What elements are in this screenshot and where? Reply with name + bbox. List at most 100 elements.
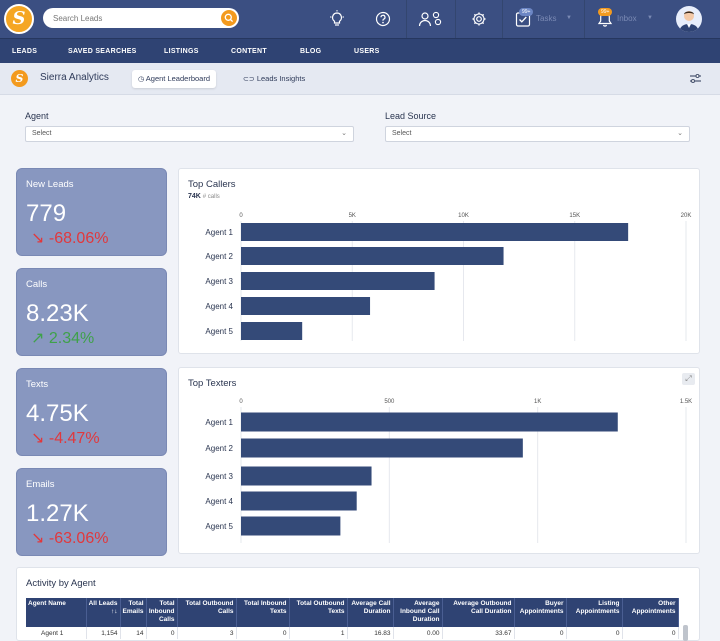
settings-button[interactable] — [455, 0, 501, 38]
clock-icon: ◷ — [138, 76, 145, 83]
bar[interactable] — [241, 223, 629, 241]
bar[interactable] — [241, 466, 372, 486]
x-tick-label: 1.5K — [680, 399, 692, 405]
expand-button[interactable]: ⤢ — [682, 373, 695, 385]
sierra-logo[interactable]: S — [4, 4, 34, 34]
tab-leads-insights[interactable]: ⊂⊃ Leads Insights — [237, 70, 311, 88]
page-title: Sierra Analytics — [40, 72, 109, 83]
bar[interactable] — [241, 516, 341, 536]
nav-leads[interactable]: LEADS — [12, 48, 38, 55]
column-header[interactable]: Buyer Appointments — [514, 598, 567, 627]
table-scrollbar[interactable] — [683, 625, 688, 641]
inbox-label: Inbox — [617, 14, 637, 23]
lead-source-filter-label: Lead Source — [385, 111, 437, 121]
bar[interactable] — [241, 297, 371, 315]
bar[interactable] — [241, 438, 523, 458]
column-header[interactable]: Average Outbound Call Duration — [442, 598, 515, 627]
nav-saved-searches[interactable]: SAVED SEARCHES — [68, 48, 137, 55]
column-header[interactable]: Average Call Duration — [347, 598, 394, 627]
sierra-analytics-logo: S — [11, 70, 28, 87]
table-cell: Agent 1 — [26, 627, 87, 639]
top-texters-panel: Top Texters ⤢ 0 500 1K 1.5K Agent 1 Agent 2 Ag… — [178, 367, 700, 554]
x-tick-label: 500 — [384, 399, 395, 405]
agent-select-value: Select — [32, 130, 52, 137]
nav-content[interactable]: CONTENT — [231, 48, 267, 55]
chart-subtitle: 74K # calls — [188, 193, 220, 200]
activity-by-agent-panel: Activity by Agent Agent Name All Leads ↑↓… — [16, 567, 700, 641]
arrow-down-icon: ↘ — [31, 430, 45, 447]
nav-listings[interactable]: LISTINGS — [164, 48, 199, 55]
sliders-icon — [690, 73, 701, 84]
column-header[interactable]: Total Emails — [120, 598, 147, 627]
category-label: Agent 2 — [205, 252, 233, 261]
column-header[interactable]: Total Inbound Texts — [236, 598, 290, 627]
bar[interactable] — [241, 412, 618, 432]
ideas-button[interactable] — [318, 0, 356, 38]
avatar[interactable] — [676, 6, 702, 32]
table-header-row: Agent Name All Leads ↑↓ Total Emails Total … — [26, 598, 679, 627]
table-cell: 0 — [622, 627, 679, 639]
lead-source-select-value: Select — [392, 130, 412, 137]
agent-select[interactable]: Select ⌄ — [25, 126, 354, 142]
column-header[interactable]: All Leads ↑↓ — [86, 598, 121, 627]
table-cell: 14 — [120, 627, 147, 639]
tasks-badge: 99+ — [519, 8, 534, 16]
stat-change-value: -63.06% — [48, 530, 109, 547]
arrow-down-icon: ↘ — [31, 230, 45, 247]
analytics-header: S Sierra Analytics ◷ Agent Leaderboard ⊂… — [0, 63, 720, 95]
table-cell: 16.83 — [347, 627, 394, 639]
column-header[interactable]: Listing Appointments — [566, 598, 623, 627]
bar[interactable] — [241, 322, 303, 340]
category-label: Agent 2 — [205, 444, 233, 453]
tab-agent-leaderboard[interactable]: ◷ Agent Leaderboard — [132, 70, 216, 88]
category-label: Agent 3 — [205, 277, 233, 286]
chevron-down-icon: ⌄ — [341, 130, 347, 137]
stat-card-emails: Emails 1.27K ↘ -63.06% — [16, 468, 167, 556]
chart-title: Top Texters — [188, 378, 237, 389]
stat-title: Texts — [26, 379, 49, 390]
column-header[interactable]: Other Appointments — [622, 598, 679, 627]
bar[interactable] — [241, 491, 357, 511]
help-icon — [375, 11, 391, 27]
x-tick-label: 1K — [534, 399, 541, 405]
search-button[interactable] — [221, 10, 237, 26]
link-icon: ⊂⊃ — [243, 76, 255, 83]
arrow-down-icon: ↘ — [31, 530, 45, 547]
total-calls-value: 74K — [188, 193, 201, 200]
help-button[interactable] — [364, 0, 402, 38]
column-header[interactable]: Total Outbound Texts — [289, 598, 348, 627]
column-header[interactable]: Total Inbound Calls — [146, 598, 178, 627]
search-input[interactable] — [43, 8, 213, 29]
nav-users[interactable]: USERS — [354, 48, 380, 55]
column-header[interactable]: Agent Name — [26, 598, 87, 627]
nav-blog[interactable]: BLOG — [300, 48, 322, 55]
table-cell: 1 — [289, 627, 348, 639]
category-label: Agent 4 — [205, 497, 233, 506]
filter-settings-button[interactable] — [689, 72, 702, 90]
stat-title: New Leads — [26, 179, 74, 190]
team-button[interactable] — [406, 0, 454, 38]
stat-value: 779 — [26, 200, 67, 227]
lightbulb-icon — [330, 10, 344, 26]
user-avatar-icon — [679, 11, 699, 32]
search-box — [43, 8, 239, 29]
table-cell: 0 — [146, 627, 178, 639]
stat-title: Emails — [26, 479, 55, 490]
tasks-label: Tasks — [536, 14, 557, 23]
bar[interactable] — [241, 272, 435, 290]
category-label: Agent 3 — [205, 472, 233, 481]
chevron-down-icon: ▼ — [566, 15, 572, 21]
stat-change: ↘ -68.06% — [31, 228, 108, 248]
bar[interactable] — [241, 247, 504, 265]
lead-source-select[interactable]: Select ⌄ — [385, 126, 690, 142]
stat-change-value: 2.34% — [48, 330, 95, 347]
category-label: Agent 5 — [205, 522, 233, 531]
top-callers-panel: Top Callers 74K # calls 0 5K 10K 15K 20K Agen… — [178, 168, 700, 354]
total-calls-unit: # calls — [202, 194, 220, 200]
table-cell: 33.67 — [442, 627, 515, 639]
column-header[interactable]: Average Inbound Call Duration — [393, 598, 443, 627]
table-row: Agent 1 1,154 14 0 3 0 1 16.83 0.00 33.67 0 0 0 — [26, 627, 679, 639]
category-label: Agent 4 — [205, 302, 233, 311]
x-tick-label: 5K — [349, 213, 356, 219]
column-header[interactable]: Total Outbound Calls — [177, 598, 237, 627]
